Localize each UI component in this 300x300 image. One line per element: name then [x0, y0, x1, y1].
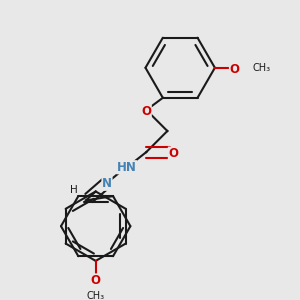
Text: O: O [141, 105, 151, 118]
Text: O: O [91, 274, 101, 287]
Text: CH₃: CH₃ [87, 291, 105, 300]
Text: HN: HN [117, 161, 136, 174]
Text: O: O [230, 63, 239, 76]
Text: H: H [70, 185, 78, 195]
Text: O: O [168, 147, 178, 160]
Text: CH₃: CH₃ [253, 63, 271, 73]
Text: N: N [102, 177, 112, 190]
